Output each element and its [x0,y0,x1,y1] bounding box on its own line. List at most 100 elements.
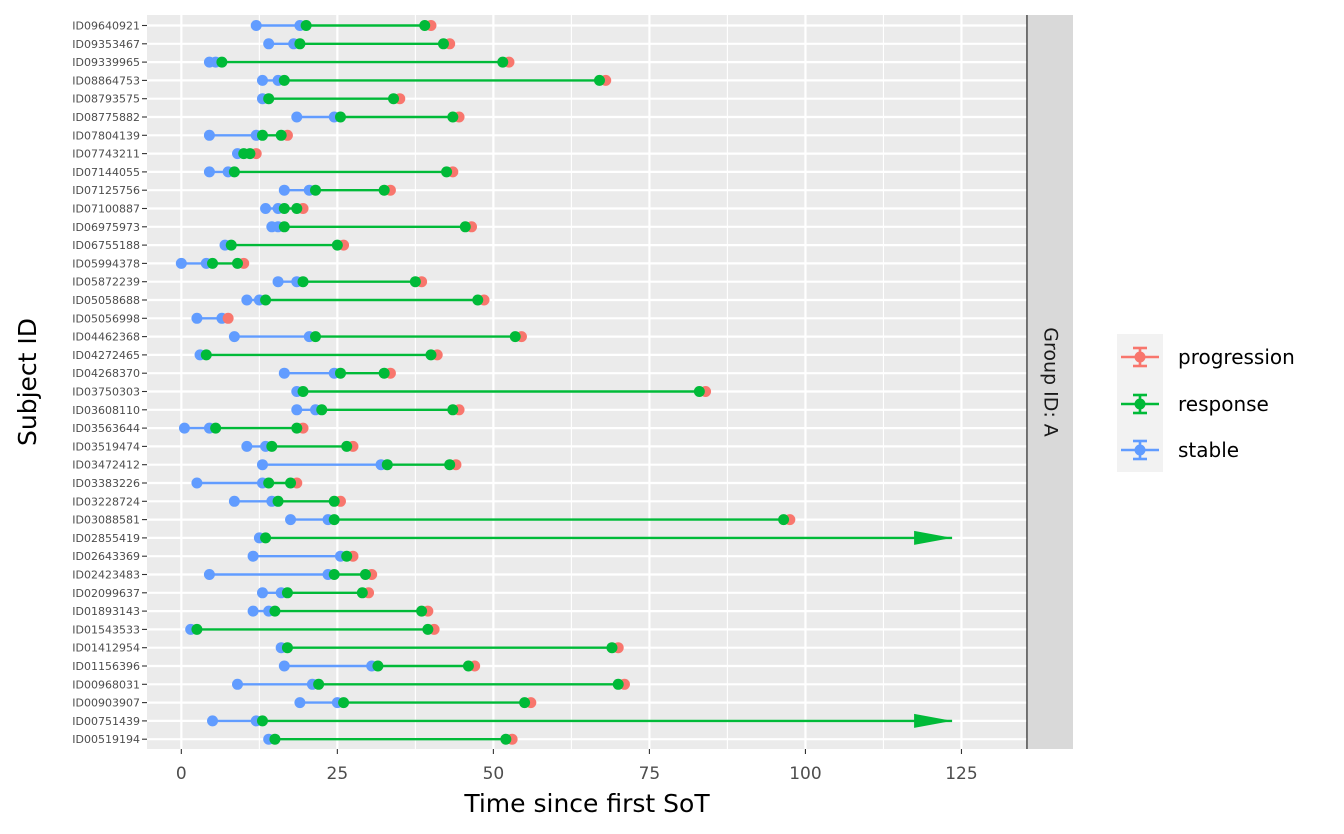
response-point [278,221,290,233]
subject-lane [266,221,478,233]
stable-point [256,587,268,599]
x-axis-title: Time since first SoT [463,789,710,818]
response-point [447,111,459,123]
stable-point [260,203,272,214]
subject-lane [231,678,630,690]
ongoing-arrow [914,530,953,545]
y-tick-label: ID02855419 [72,532,140,545]
response-point [447,404,459,416]
x-tick-label: 50 [483,764,505,784]
y-tick-label: ID01893143 [72,605,140,618]
subject-lane [241,294,490,306]
subject-lane [219,239,350,251]
y-tick-label: ID00968031 [72,678,140,691]
y-tick-label: ID04462368 [72,331,140,344]
subject-lane [272,276,428,288]
response-point [225,239,237,251]
y-tick-label: ID03472412 [72,459,140,472]
response-point [356,587,368,599]
y-tick-labels: ID09640921 ID09353467 ID09339965 ID08864753… [72,20,147,746]
response-point [238,148,250,160]
response-point [437,38,449,50]
response-point [341,550,353,562]
x-tick-label: 25 [327,764,349,784]
y-tick-label: ID05058688 [72,294,140,307]
stable-point [241,294,253,306]
y-tick-label: ID07804139 [72,129,140,142]
response-point [372,660,384,672]
response-point [313,678,325,690]
subject-lane [175,257,250,269]
response-point [416,605,428,617]
subject-lane [250,20,437,31]
response-point [216,56,228,68]
stable-point [203,166,215,178]
legend-entry-stable: stable [1121,438,1239,462]
stable-point [207,715,219,727]
response-point [612,678,624,690]
subject-lane [278,660,481,672]
stable-point [247,605,259,617]
response-point [300,20,312,31]
y-tick-label: ID00903907 [72,697,140,710]
y-tick-label: ID02423483 [72,569,140,582]
y-tick-label: ID01543533 [72,623,140,636]
y-tick-label: ID07144055 [72,166,140,179]
response-point [419,20,431,31]
x-tick-labels: 0 25 50 75 100 125 [176,749,978,784]
y-tick-label: ID06975973 [72,221,140,234]
legend-key-response [1121,393,1159,415]
subject-lanes [175,20,953,745]
subject-lane [228,495,346,507]
subject-lane [291,111,465,123]
y-tick-label: ID06755188 [72,239,140,252]
response-point [388,93,400,105]
stable-point [203,569,215,580]
y-tick-label: ID00751439 [72,715,140,728]
response-point [316,404,328,416]
response-point [497,56,509,68]
y-tick-label: ID05056998 [72,312,140,325]
stable-point [241,440,253,452]
subject-lane [256,74,612,86]
facet-strip-label: Group ID: A [1040,327,1062,437]
stable-point [291,111,303,123]
y-tick-label: ID03088581 [72,514,140,527]
y-tick-label: ID07125756 [72,184,140,197]
subject-lane [185,623,440,635]
response-point [519,697,531,709]
y-axis-title: Subject ID [13,318,42,446]
response-point [291,203,303,214]
subject-lane [231,148,262,160]
legend-key-stable [1121,439,1159,461]
response-point [285,477,297,489]
response-point [275,129,287,141]
y-tick-label: ID09353467 [72,38,140,51]
stable-point [256,74,268,86]
stable-point [263,38,275,50]
subject-lane [241,440,359,452]
legend-label-progression: progression [1178,345,1295,369]
y-tick-label: ID04272465 [72,349,140,362]
response-point [693,386,705,397]
subject-lane [278,367,396,379]
response-point [778,514,790,526]
response-point [381,459,393,471]
stable-point [228,331,240,343]
response-point [278,74,290,86]
subject-lane [256,587,375,599]
stable-point [175,257,187,269]
y-tick-label: ID09339965 [72,56,140,69]
response-point [441,166,453,178]
stable-point [231,678,243,690]
subject-lane [194,349,443,361]
response-point [606,642,618,654]
subject-lane [191,312,234,324]
response-point [359,569,371,580]
response-point [281,587,293,599]
y-tick-label: ID07743211 [72,148,140,161]
response-point [425,349,437,361]
response-point [328,569,340,580]
stable-point [247,550,259,562]
subject-lane [275,642,624,654]
